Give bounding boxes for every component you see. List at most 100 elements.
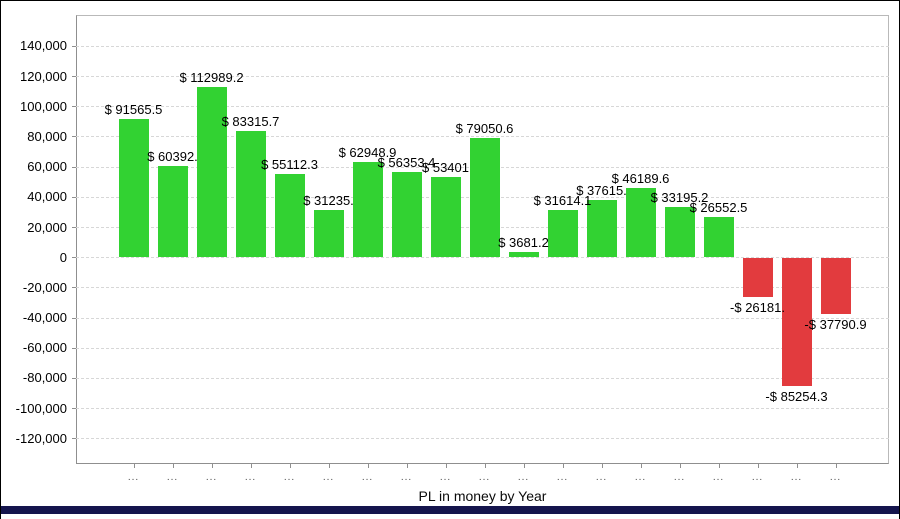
bar-value-label: $ 31614.1 <box>533 192 592 208</box>
x-axis-tick-label: ... <box>517 472 530 483</box>
bar-value-label: $ 112989.2 <box>179 69 244 85</box>
bar <box>313 210 344 258</box>
x-axis-tick <box>445 464 447 468</box>
x-axis-tick-label: ... <box>322 472 335 483</box>
y-axis-label: 100,000 <box>20 98 67 114</box>
x-axis-tick-label: ... <box>751 472 764 483</box>
y-axis-label: -60,000 <box>22 340 67 356</box>
bar <box>703 217 734 258</box>
grid-line <box>76 136 889 138</box>
x-axis-tick <box>250 464 252 468</box>
grid-line <box>76 408 889 410</box>
y-axis-label: -80,000 <box>22 370 67 386</box>
bar <box>430 176 461 258</box>
bar-value-label: $ 26552.5 <box>689 200 748 216</box>
x-axis-tick-label: ... <box>634 472 647 483</box>
y-axis-label: 120,000 <box>20 68 67 84</box>
x-axis-tick-label: ... <box>283 472 296 483</box>
grid-line <box>76 257 889 259</box>
grid-line <box>76 106 889 108</box>
grid-line <box>76 76 889 78</box>
bar <box>508 251 539 258</box>
y-axis-tick <box>72 227 76 229</box>
bar <box>196 86 227 258</box>
y-axis-tick <box>72 196 76 198</box>
x-axis-tick-label: ... <box>595 472 608 483</box>
y-axis-tick <box>72 106 76 108</box>
y-axis-tick <box>72 317 76 319</box>
bar <box>664 207 695 258</box>
x-axis-tick <box>172 464 174 468</box>
x-axis-tick <box>367 464 369 468</box>
y-axis-tick <box>72 257 76 259</box>
bar-value-label: $ 31235. <box>303 193 354 209</box>
y-axis-tick <box>72 347 76 349</box>
bar <box>391 172 422 258</box>
bar-value-label: $ 53401 <box>422 159 469 175</box>
x-axis-tick-label: ... <box>712 472 725 483</box>
bar-value-label: $ 79050.6 <box>455 120 514 136</box>
x-axis-tick <box>835 464 837 468</box>
bar-value-label: $ 60392. <box>147 149 198 165</box>
x-axis-tick <box>211 464 213 468</box>
x-axis-tick-label: ... <box>829 472 842 483</box>
x-axis-tick <box>562 464 564 468</box>
x-axis-tick <box>406 464 408 468</box>
y-axis-label: -20,000 <box>22 279 67 295</box>
y-axis-label: 60,000 <box>27 159 67 175</box>
x-axis-tick <box>640 464 642 468</box>
y-axis-label: -40,000 <box>22 310 67 326</box>
bar-value-label: $ 3681.2 <box>498 234 549 250</box>
bar-value-label: -$ 26181. <box>730 299 785 315</box>
y-axis-label: -120,000 <box>15 430 67 446</box>
bar-value-label: $ 55112.3 <box>261 157 318 173</box>
bar <box>118 119 149 258</box>
x-axis-tick <box>601 464 603 468</box>
x-axis-tick-label: ... <box>790 472 803 483</box>
bar <box>157 166 188 258</box>
bar-value-label: $ 91565.5 <box>104 102 163 118</box>
bar-value-label: $ 46189.6 <box>611 170 670 186</box>
bar-value-label: -$ 85254.3 <box>765 388 828 404</box>
x-axis-tick-label: ... <box>556 472 569 483</box>
y-axis-tick <box>72 377 76 379</box>
bar <box>235 131 266 258</box>
x-axis-tick-label: ... <box>478 472 491 483</box>
grid-line <box>76 347 889 349</box>
y-axis-label: -100,000 <box>15 400 67 416</box>
y-axis-tick <box>72 438 76 440</box>
bar <box>820 258 851 315</box>
y-axis-tick <box>72 408 76 410</box>
x-axis-title: PL in money by Year <box>418 488 547 504</box>
bar <box>625 187 656 258</box>
grid-line <box>76 438 889 440</box>
x-axis-tick <box>484 464 486 468</box>
grid-line <box>76 45 889 47</box>
x-axis-tick-label: ... <box>166 472 179 483</box>
y-axis-label: 140,000 <box>20 38 67 54</box>
y-axis-label: 40,000 <box>27 189 67 205</box>
window-bottom-bar <box>1 506 899 514</box>
y-axis-tick <box>72 166 76 168</box>
bar-value-label: $ 83315.7 <box>221 114 280 130</box>
x-axis-tick-label: ... <box>361 472 374 483</box>
x-axis-tick-label: ... <box>205 472 218 483</box>
bar <box>742 258 773 297</box>
bar-value-label: -$ 37790.9 <box>804 317 867 333</box>
y-axis-tick <box>72 136 76 138</box>
x-axis-tick <box>523 464 525 468</box>
bar <box>274 174 305 258</box>
x-axis-tick <box>133 464 135 468</box>
x-axis-tick <box>718 464 720 468</box>
bar <box>352 162 383 258</box>
y-axis-label: 20,000 <box>27 219 67 235</box>
x-axis-tick-label: ... <box>673 472 686 483</box>
y-axis-tick <box>72 76 76 78</box>
x-axis-tick-label: ... <box>400 472 413 483</box>
grid-line <box>76 377 889 379</box>
grid-line <box>76 287 889 289</box>
bar <box>469 137 500 258</box>
x-axis-tick <box>679 464 681 468</box>
grid-line <box>76 317 889 319</box>
y-axis-label: 80,000 <box>27 128 67 144</box>
